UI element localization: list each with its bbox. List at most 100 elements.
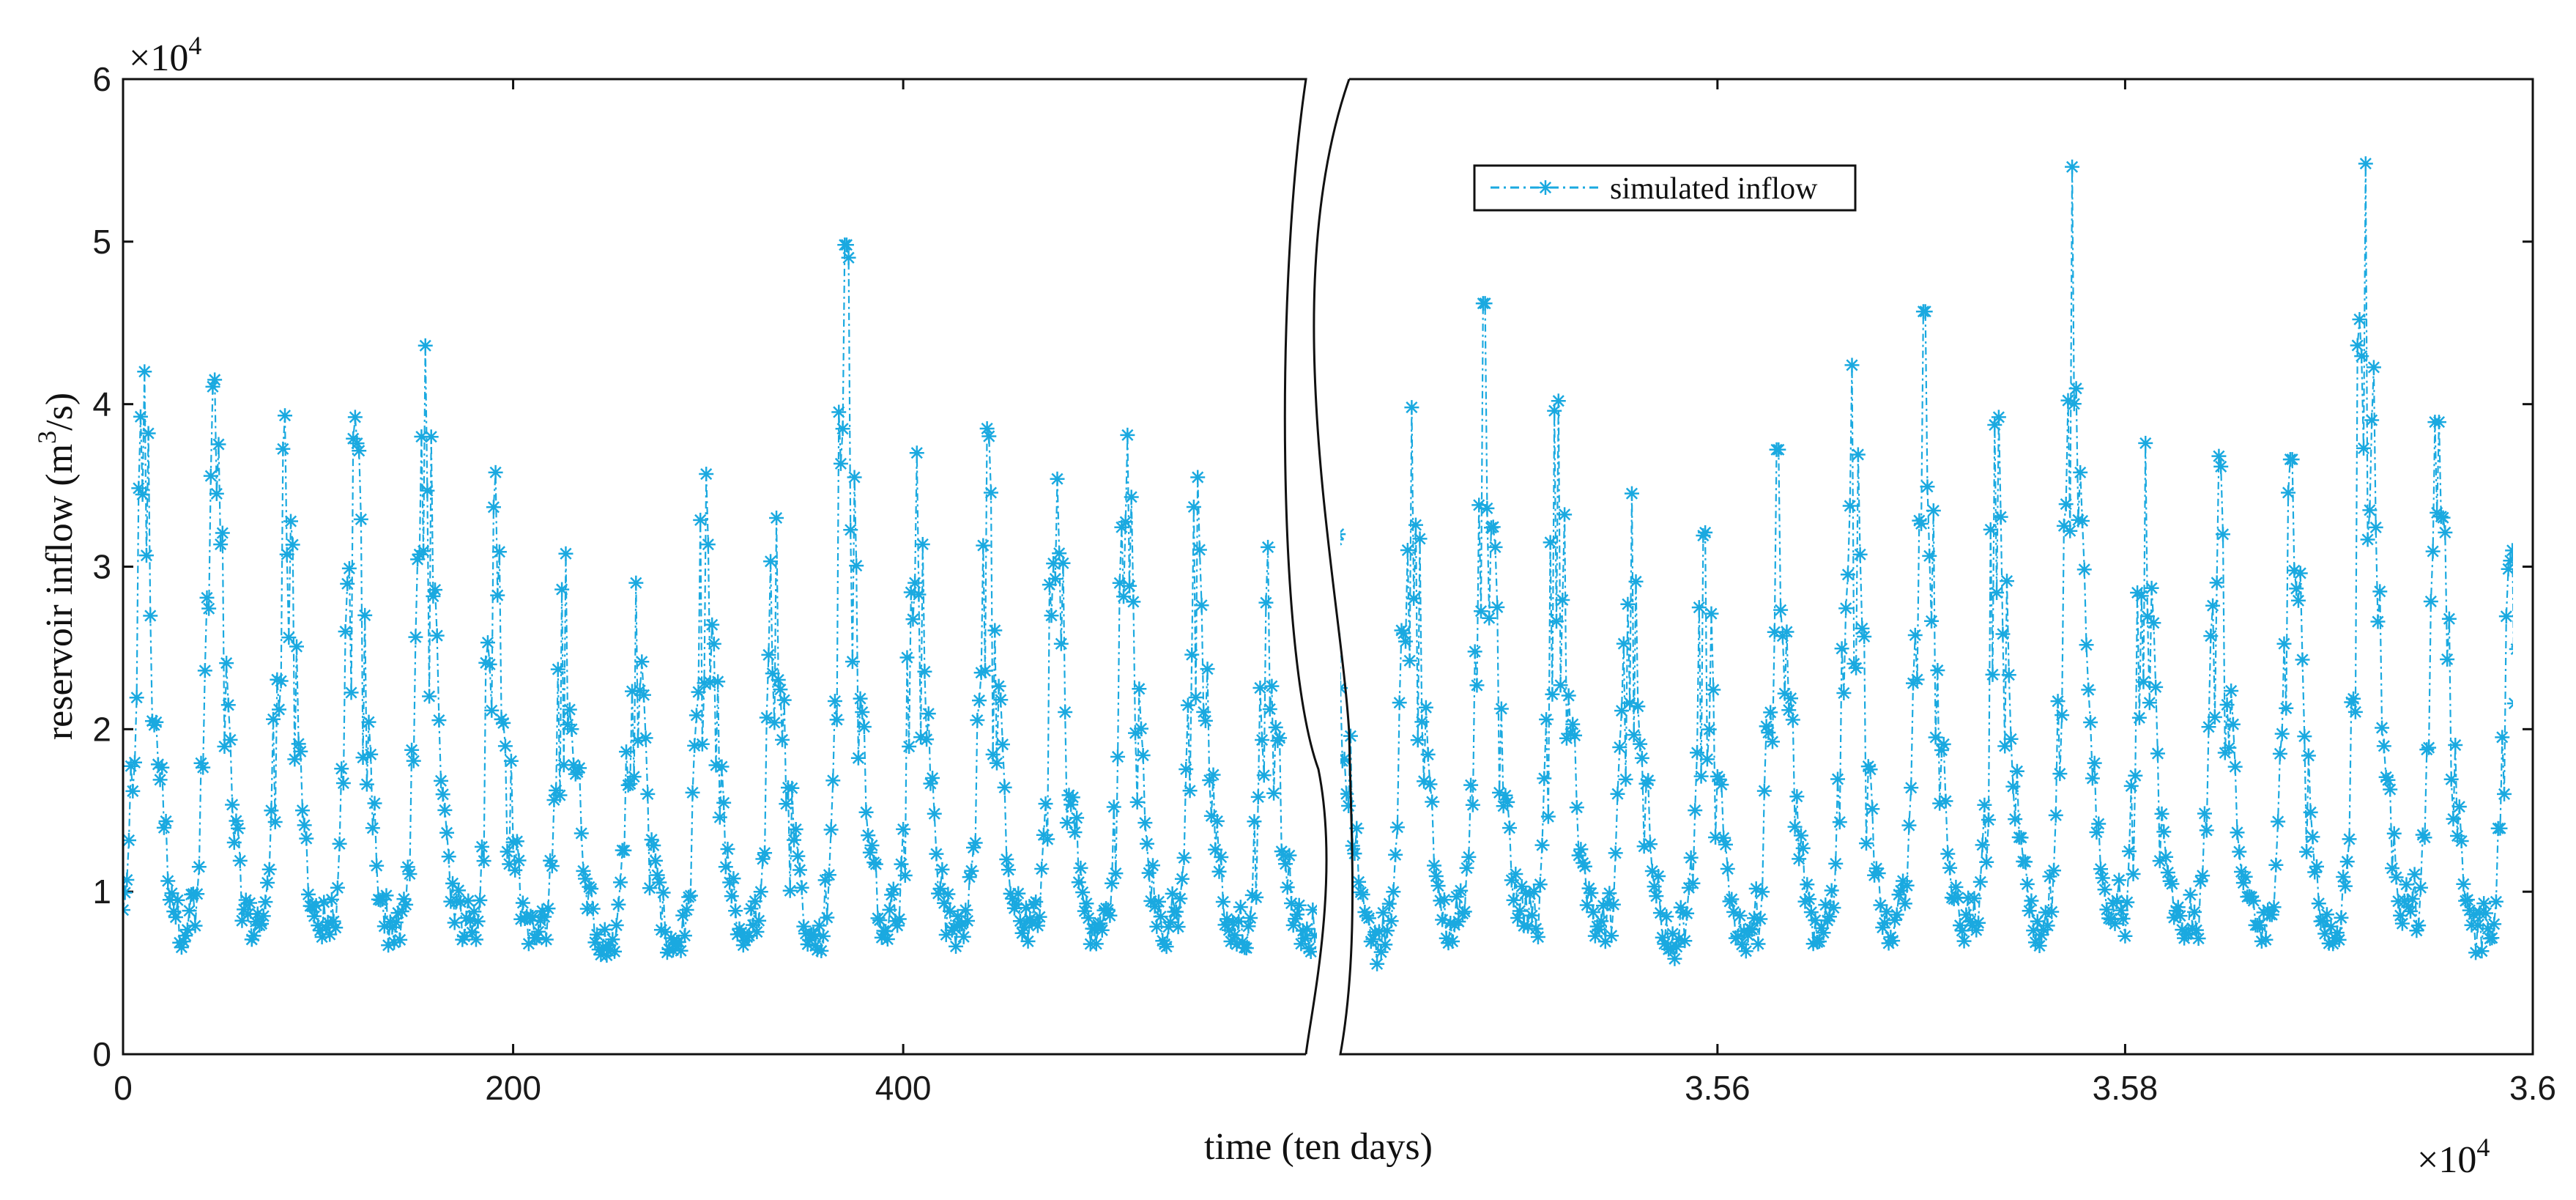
data-point-marker: [1492, 785, 1507, 800]
data-point-marker: [1231, 914, 1247, 929]
data-point-marker: [1047, 571, 1063, 587]
data-point-marker: [1922, 548, 1937, 563]
data-point-marker: [264, 803, 279, 818]
data-point-marker: [2232, 844, 2247, 859]
data-point-marker: [287, 752, 302, 767]
data-point-marker: [1977, 797, 1992, 812]
data-point-marker: [2331, 932, 2347, 947]
data-point-marker: [2295, 652, 2310, 667]
data-point-marker: [1108, 866, 1124, 881]
data-point-marker: [1738, 944, 1753, 959]
data-point-marker: [1512, 903, 1527, 919]
data-point-marker: [1830, 771, 1846, 787]
data-point-marker: [1683, 850, 1699, 865]
data-point-marker: [1490, 599, 1505, 615]
data-point-marker: [1889, 907, 1904, 922]
data-point-marker: [1290, 907, 1305, 922]
data-point-marker: [981, 429, 997, 444]
data-point-marker: [1755, 884, 1770, 900]
data-point-marker: [1249, 889, 1264, 905]
data-point-marker: [2503, 553, 2513, 568]
data-point-marker: [2323, 919, 2339, 934]
data-point-marker: [771, 672, 786, 687]
data-point-marker: [367, 796, 382, 811]
data-point-marker: [2146, 615, 2161, 631]
data-point-marker: [1979, 854, 1994, 870]
data-point-marker: [909, 445, 924, 461]
data-point-marker: [2083, 715, 2098, 730]
data-point-marker: [338, 623, 353, 639]
data-point-marker: [1088, 936, 1104, 952]
data-point-marker: [335, 775, 351, 790]
data-point-marker: [1067, 825, 1083, 840]
data-point-marker: [2380, 772, 2396, 788]
data-point-marker: [232, 853, 248, 868]
y-axis-label: reservoir inflow (m3/s): [32, 393, 81, 740]
data-point-marker: [1410, 733, 1425, 748]
data-point-marker: [2238, 869, 2253, 884]
data-point-marker: [1789, 789, 1805, 804]
data-point-marker: [138, 548, 154, 563]
data-point-marker: [1771, 442, 1786, 457]
data-point-marker: [2284, 452, 2300, 467]
data-point-marker: [2172, 908, 2188, 924]
data-point-marker: [2484, 930, 2500, 946]
panel-frames: [122, 78, 2534, 1056]
data-point-marker: [2476, 896, 2492, 911]
data-point-marker: [1317, 873, 1332, 887]
data-point-marker: [1414, 714, 1430, 730]
data-point-marker: [2399, 877, 2414, 892]
data-point-marker: [584, 881, 599, 897]
data-point-marker: [849, 558, 864, 574]
data-point-marker: [763, 554, 779, 569]
data-point-marker: [2405, 892, 2420, 907]
data-point-marker: [123, 873, 135, 888]
data-point-marker: [2271, 814, 2286, 829]
data-point-marker: [133, 409, 148, 424]
data-point-marker: [691, 684, 706, 700]
data-point-marker: [2370, 614, 2386, 629]
y-tick-label: 5: [92, 223, 111, 261]
data-point-marker: [406, 753, 421, 768]
data-point-marker: [1616, 636, 1631, 651]
data-point-marker: [2079, 637, 2094, 653]
data-point-marker: [749, 925, 765, 940]
data-point-marker: [1011, 886, 1026, 901]
data-point-marker: [761, 647, 776, 662]
data-point-marker: [999, 852, 1014, 867]
data-point-marker: [1659, 909, 1674, 925]
right-series-line: [1340, 163, 2513, 964]
data-point-marker: [1624, 486, 1639, 501]
data-point-marker: [1573, 842, 1589, 857]
data-point-marker: [149, 714, 164, 730]
data-point-marker: [831, 404, 847, 420]
data-point-marker: [2024, 893, 2039, 908]
data-point-marker: [1555, 592, 1570, 607]
data-point-marker: [1608, 845, 1623, 861]
data-point-marker: [2040, 918, 2055, 933]
data-point-marker: [209, 486, 224, 501]
data-point-marker: [2134, 588, 2149, 604]
data-point-marker: [279, 547, 294, 562]
data-point-marker: [1055, 555, 1071, 571]
data-point-marker: [1020, 933, 1036, 949]
data-point-marker: [2156, 824, 2172, 840]
data-point-marker: [219, 656, 234, 671]
data-point-marker: [970, 713, 985, 728]
data-point-marker: [1602, 886, 1617, 901]
data-point-marker: [773, 682, 788, 697]
data-point-marker: [976, 538, 991, 553]
data-point-marker: [550, 662, 565, 677]
data-point-marker: [1126, 594, 1141, 610]
data-point-marker: [123, 832, 136, 848]
data-point-marker: [2334, 910, 2349, 925]
data-point-marker: [129, 690, 144, 705]
data-point-marker: [997, 779, 1012, 795]
data-point-marker: [1347, 846, 1362, 862]
data-point-marker: [1215, 894, 1231, 909]
data-point-marker: [2511, 642, 2513, 653]
x-tick-label: 200: [485, 1069, 541, 1107]
data-point-marker: [439, 825, 455, 840]
data-point-marker: [1355, 886, 1370, 902]
data-point-marker: [1065, 790, 1080, 805]
